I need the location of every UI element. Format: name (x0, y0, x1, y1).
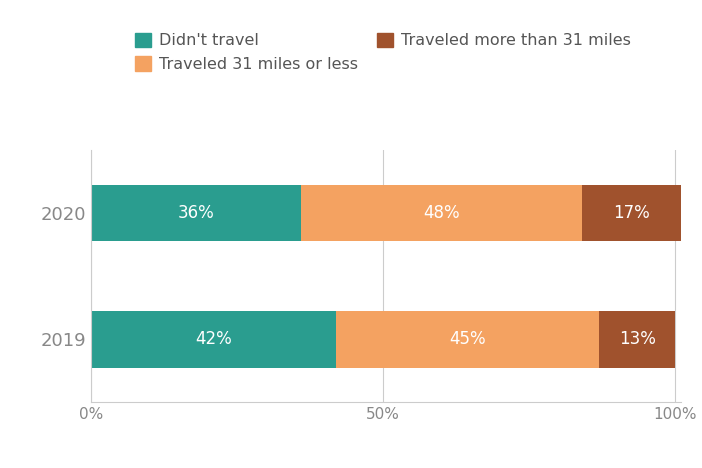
Text: 45%: 45% (449, 330, 486, 348)
Bar (582, 184, 681, 241)
Text: 36%: 36% (178, 204, 215, 222)
Bar (301, 184, 582, 241)
Text: 17%: 17% (613, 204, 649, 222)
Bar (91, 184, 301, 241)
Bar (91, 311, 336, 368)
Text: 42%: 42% (195, 330, 232, 348)
Legend: Didn't travel, Traveled 31 miles or less, Traveled more than 31 miles: Didn't travel, Traveled 31 miles or less… (128, 26, 637, 78)
Bar (600, 311, 675, 368)
Bar (336, 311, 600, 368)
Text: 48%: 48% (423, 204, 460, 222)
Text: 13%: 13% (618, 330, 656, 348)
